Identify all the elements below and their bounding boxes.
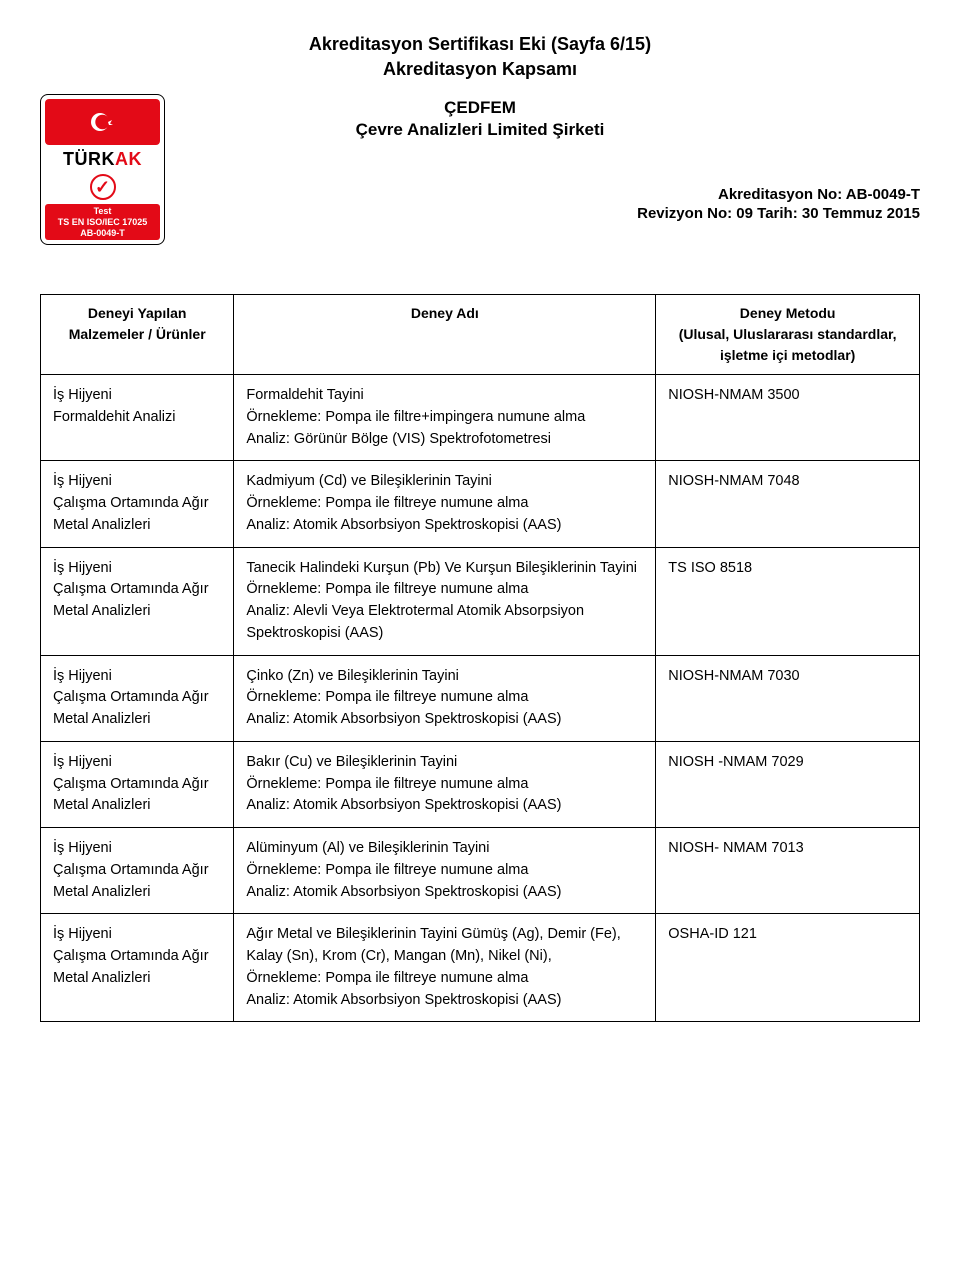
accreditation-scope-table: Deneyi YapılanMalzemeler / Ürünler Deney… [40,294,920,1022]
table-row: İş HijyeniÇalışma Ortamında Ağır Metal A… [41,461,920,547]
cell-material: İş HijyeniFormaldehit Analizi [41,375,234,461]
page-subtitle: Akreditasyon Kapsamı [40,59,920,80]
cell-material: İş HijyeniÇalışma Ortamında Ağır Metal A… [41,461,234,547]
flag-icon [45,99,160,145]
cell-test: Çinko (Zn) ve Bileşiklerinin TayiniÖrnek… [234,655,656,741]
cell-test: Ağır Metal ve Bileşiklerinin Tayini Gümü… [234,914,656,1022]
logo-test: Test [47,206,158,217]
cell-material: İş HijyeniÇalışma Ortamında Ağır Metal A… [41,914,234,1022]
table-row: İş HijyeniÇalışma Ortamında Ağır Metal A… [41,655,920,741]
cell-material: İş HijyeniÇalışma Ortamında Ağır Metal A… [41,547,234,655]
cell-method: NIOSH-NMAM 3500 [656,375,920,461]
table-row: İş HijyeniÇalışma Ortamında Ağır Metal A… [41,741,920,827]
accreditation-no: Akreditasyon No: AB-0049-T [637,186,920,203]
logo-text: TÜRKAK [45,149,160,170]
cell-material: İş HijyeniÇalışma Ortamında Ağır Metal A… [41,828,234,914]
cell-test: Kadmiyum (Cd) ve Bileşiklerinin TayiniÖr… [234,461,656,547]
logo-footer: Test TS EN ISO/IEC 17025 AB-0049-T [45,204,160,240]
cell-test: Alüminyum (Al) ve Bileşiklerinin TayiniÖ… [234,828,656,914]
table-row: İş HijyeniÇalışma Ortamında Ağır Metal A… [41,547,920,655]
org-desc: Çevre Analizleri Limited Şirketi [40,120,920,140]
org-name: ÇEDFEM [40,98,920,118]
cell-test: Tanecik Halindeki Kurşun (Pb) Ve Kurşun … [234,547,656,655]
cell-test: Bakır (Cu) ve Bileşiklerinin TayiniÖrnek… [234,741,656,827]
page-title: Akreditasyon Sertifikası Eki (Sayfa 6/15… [40,34,920,55]
logo-iso: TS EN ISO/IEC 17025 [47,217,158,228]
table-row: İş HijyeniÇalışma Ortamında Ağır Metal A… [41,914,920,1022]
cell-method: NIOSH- NMAM 7013 [656,828,920,914]
col-header-method: Deney Metodu(Ulusal, Uluslararası standa… [656,295,920,375]
check-icon: ✓ [90,174,116,200]
col-header-test: Deney Adı [234,295,656,375]
cell-method: NIOSH-NMAM 7030 [656,655,920,741]
cell-material: İş HijyeniÇalışma Ortamında Ağır Metal A… [41,741,234,827]
cell-test: Formaldehit TayiniÖrnekleme: Pompa ile f… [234,375,656,461]
cell-method: NIOSH-NMAM 7048 [656,461,920,547]
logo-ak: AK [115,149,142,169]
cell-method: OSHA-ID 121 [656,914,920,1022]
cell-method: NIOSH -NMAM 7029 [656,741,920,827]
col-header-materials: Deneyi YapılanMalzemeler / Ürünler [41,295,234,375]
table-row: İş HijyeniÇalışma Ortamında Ağır Metal A… [41,828,920,914]
revision-info: Revizyon No: 09 Tarih: 30 Temmuz 2015 [637,205,920,222]
logo-ab: AB-0049-T [47,228,158,239]
table-row: İş HijyeniFormaldehit AnaliziFormaldehit… [41,375,920,461]
cell-method: TS ISO 8518 [656,547,920,655]
turkak-logo: TÜRKAK ✓ Test TS EN ISO/IEC 17025 AB-004… [40,94,165,245]
cell-material: İş HijyeniÇalışma Ortamında Ağır Metal A… [41,655,234,741]
logo-turk: TÜRK [63,149,115,169]
